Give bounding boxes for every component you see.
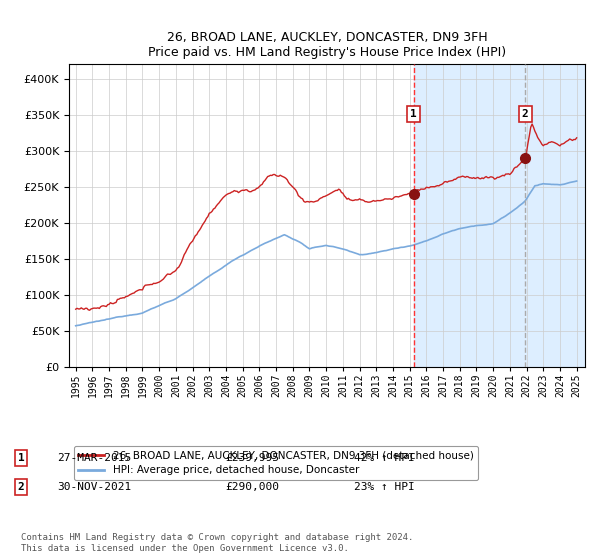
Text: 42% ↑ HPI: 42% ↑ HPI [354,453,415,463]
Title: 26, BROAD LANE, AUCKLEY, DONCASTER, DN9 3FH
Price paid vs. HM Land Registry's Ho: 26, BROAD LANE, AUCKLEY, DONCASTER, DN9 … [148,31,506,59]
Text: 30-NOV-2021: 30-NOV-2021 [57,482,131,492]
Text: £239,995: £239,995 [225,453,279,463]
Bar [413,64,587,367]
Text: 23% ↑ HPI: 23% ↑ HPI [354,482,415,492]
Text: 2: 2 [522,109,529,119]
Legend: 26, BROAD LANE, AUCKLEY, DONCASTER, DN9 3FH (detached house), HPI: Average price: 26, BROAD LANE, AUCKLEY, DONCASTER, DN9 … [74,446,478,479]
Text: 1: 1 [17,453,25,463]
Text: 1: 1 [410,109,417,119]
Text: Contains HM Land Registry data © Crown copyright and database right 2024.
This d: Contains HM Land Registry data © Crown c… [21,533,413,553]
Text: £290,000: £290,000 [225,482,279,492]
Text: 2: 2 [17,482,25,492]
Text: 27-MAR-2015: 27-MAR-2015 [57,453,131,463]
